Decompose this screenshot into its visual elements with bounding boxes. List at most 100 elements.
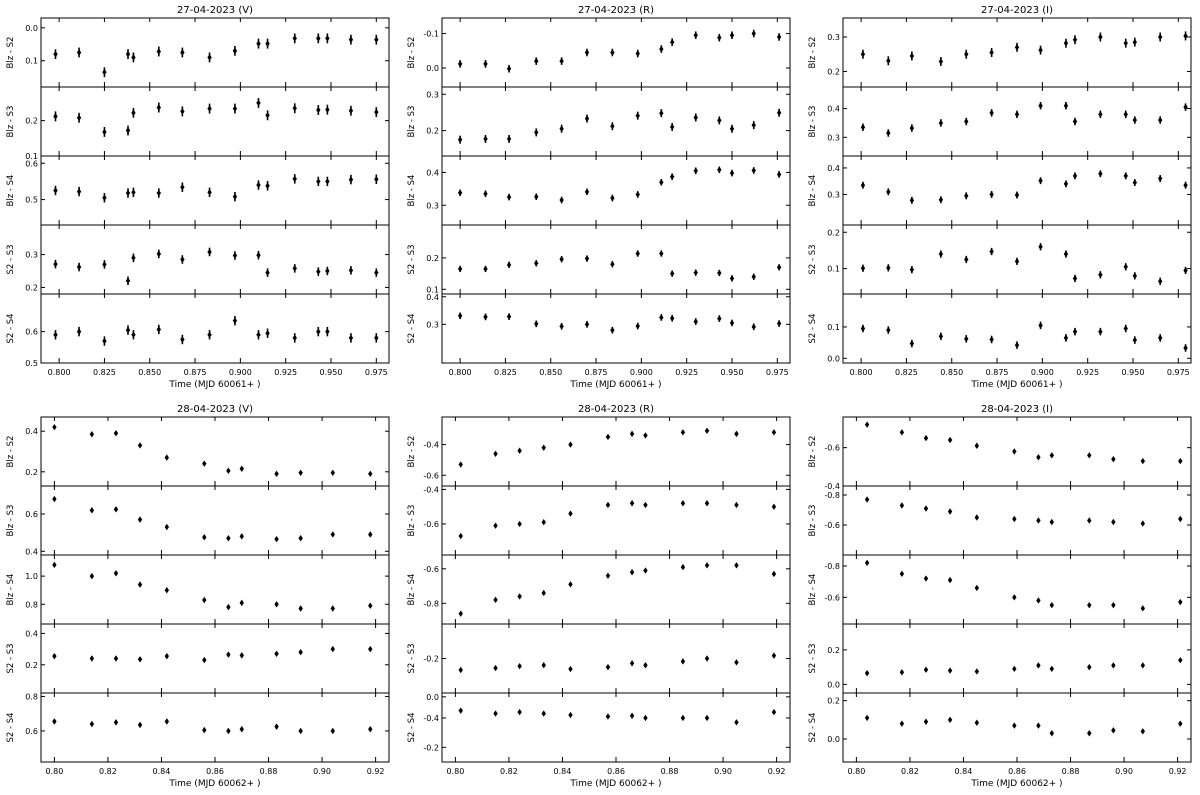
data-point	[1012, 448, 1017, 455]
data-point	[164, 523, 170, 531]
panel: S2 - S3 0.3 0.2	[6, 224, 390, 295]
point-marker	[274, 601, 279, 608]
panel-frame	[40, 293, 390, 364]
point-marker	[899, 720, 905, 727]
panel: Blz - S2 -0.4 -0.6	[808, 416, 1192, 491]
point-marker	[989, 248, 994, 255]
panel-frame	[441, 416, 791, 487]
data-point	[113, 430, 119, 437]
point-marker	[457, 312, 463, 320]
data-point	[493, 664, 498, 672]
point-marker	[635, 50, 640, 57]
data-point	[541, 589, 546, 597]
point-marker	[1132, 336, 1138, 344]
point-marker	[964, 192, 969, 200]
panel: Blz - S3 0.3 0.4	[808, 86, 1192, 157]
point-marker	[256, 40, 261, 47]
point-marker	[974, 442, 980, 449]
point-marker	[680, 714, 686, 722]
data-point	[1038, 45, 1043, 55]
point-marker	[1111, 455, 1116, 463]
point-marker	[517, 447, 522, 454]
data-point	[156, 188, 162, 198]
point-marker	[1183, 344, 1188, 352]
data-point	[325, 33, 330, 44]
subplot-column: 27-04-2023 (R) Blz - S2 0.0 -0.1 Blz - S3 0.2…	[407, 5, 791, 390]
point-marker	[659, 314, 664, 321]
y-tick-label: 0.5	[25, 196, 38, 205]
data-point	[76, 326, 82, 337]
data-point	[131, 330, 136, 340]
data-point	[534, 128, 539, 137]
point-marker	[156, 326, 162, 333]
point-marker	[1178, 720, 1183, 727]
point-marker	[292, 265, 297, 272]
point-marker	[180, 336, 185, 343]
data-point	[483, 60, 488, 68]
point-marker	[1111, 727, 1116, 734]
data-point	[493, 522, 498, 529]
point-marker	[156, 250, 162, 258]
point-marker	[348, 107, 354, 114]
y-tick-label: 0.6	[25, 727, 38, 736]
point-marker	[729, 32, 735, 39]
point-marker	[348, 267, 354, 274]
point-marker	[605, 663, 611, 671]
data-point	[1157, 175, 1163, 183]
column-title: 27-04-2023 (I)	[981, 5, 1053, 16]
data-point	[274, 723, 279, 730]
data-point	[89, 655, 95, 662]
point-marker	[316, 268, 321, 275]
data-point	[1157, 277, 1163, 285]
point-marker	[330, 727, 335, 735]
point-marker	[506, 261, 512, 269]
point-marker	[909, 197, 915, 204]
data-point	[534, 193, 539, 201]
data-point	[374, 34, 379, 45]
data-point	[923, 666, 929, 673]
data-point	[265, 328, 270, 338]
point-marker	[541, 662, 546, 669]
data-point	[1111, 518, 1116, 526]
data-point	[207, 52, 212, 63]
point-marker	[457, 189, 463, 196]
data-point	[899, 720, 905, 727]
point-marker	[1111, 601, 1116, 609]
point-marker	[226, 467, 231, 474]
x-tick-label: 0.900	[630, 368, 653, 377]
data-point	[964, 335, 969, 343]
data-point	[729, 169, 735, 177]
y-tick-label: 0.0	[426, 693, 439, 702]
data-point	[53, 330, 58, 340]
point-marker	[1014, 341, 1020, 349]
point-marker	[1049, 518, 1054, 526]
data-point	[568, 441, 573, 448]
point-marker	[330, 645, 335, 653]
point-marker	[899, 669, 905, 676]
data-point	[559, 196, 564, 204]
data-point	[1178, 515, 1183, 523]
point-marker	[643, 567, 648, 574]
point-marker	[137, 656, 143, 663]
data-point	[923, 505, 929, 512]
data-point	[989, 48, 994, 57]
point-marker	[1140, 520, 1146, 527]
point-marker	[669, 270, 675, 277]
data-point	[1157, 334, 1163, 342]
data-point	[629, 712, 635, 719]
data-point	[1014, 191, 1020, 199]
point-marker	[693, 114, 698, 121]
data-point	[886, 188, 891, 196]
x-tick-label: 0.92	[1169, 767, 1187, 776]
data-point	[207, 187, 212, 198]
data-point	[860, 181, 866, 189]
y-axis-label: Blz - S2	[407, 37, 417, 69]
panel-frame	[842, 554, 1192, 625]
data-point	[52, 495, 57, 503]
y-tick-label: 0.6	[25, 328, 38, 337]
point-marker	[493, 522, 498, 529]
point-marker	[1038, 243, 1043, 250]
panel-frame	[842, 86, 1192, 157]
x-tick-label: 0.875	[585, 368, 608, 377]
point-marker	[52, 718, 57, 725]
